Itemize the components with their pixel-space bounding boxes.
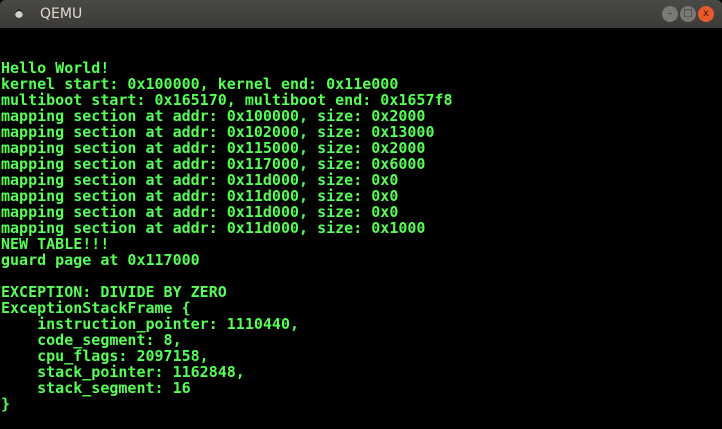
console-line: code_segment: 8, xyxy=(1,331,182,349)
console-line: kernel start: 0x100000, kernel end: 0x11… xyxy=(1,75,399,93)
console-line: Hello World! xyxy=(1,59,110,77)
console-line: guard page at 0x117000 xyxy=(1,251,200,269)
console-line: ExceptionStackFrame { xyxy=(1,299,191,317)
console-line: multiboot start: 0x165170, multiboot end… xyxy=(1,91,453,109)
console-line: mapping section at addr: 0x11d000, size:… xyxy=(1,219,426,237)
close-button[interactable]: x xyxy=(698,6,714,22)
console-line: mapping section at addr: 0x11d000, size:… xyxy=(1,171,399,189)
console-line: mapping section at addr: 0x102000, size:… xyxy=(1,123,435,141)
console-line: instruction_pointer: 1110440, xyxy=(1,315,300,333)
console-line: stack_segment: 16 xyxy=(1,379,191,397)
console-line: mapping section at addr: 0x11d000, size:… xyxy=(1,187,399,205)
console-line: } xyxy=(1,395,11,413)
app-icon xyxy=(15,9,23,18)
console-line: mapping section at addr: 0x100000, size:… xyxy=(1,107,426,125)
minimize-button[interactable]: – xyxy=(662,6,678,22)
console-line: mapping section at addr: 0x117000, size:… xyxy=(1,155,426,173)
console-line: mapping section at addr: 0x115000, size:… xyxy=(1,139,426,157)
console-line: NEW TABLE!!! xyxy=(1,235,110,253)
console-line: cpu_flags: 2097158, xyxy=(1,347,209,365)
vm-display[interactable]: Hello World! kernel start: 0x100000, kern… xyxy=(0,28,722,429)
window-title: QEMU xyxy=(40,6,83,22)
console-line: EXCEPTION: DIVIDE BY ZERO xyxy=(1,283,227,301)
console-line: mapping section at addr: 0x11d000, size:… xyxy=(1,203,399,221)
maximize-button[interactable]: □ xyxy=(680,6,696,22)
console-line xyxy=(1,268,453,284)
console-line: stack_pointer: 1162848, xyxy=(1,363,245,381)
console-line xyxy=(1,28,453,44)
console-output: Hello World! kernel start: 0x100000, kern… xyxy=(1,28,453,412)
title-bar[interactable]: QEMU – □ x xyxy=(0,0,722,28)
console-line xyxy=(1,44,453,60)
